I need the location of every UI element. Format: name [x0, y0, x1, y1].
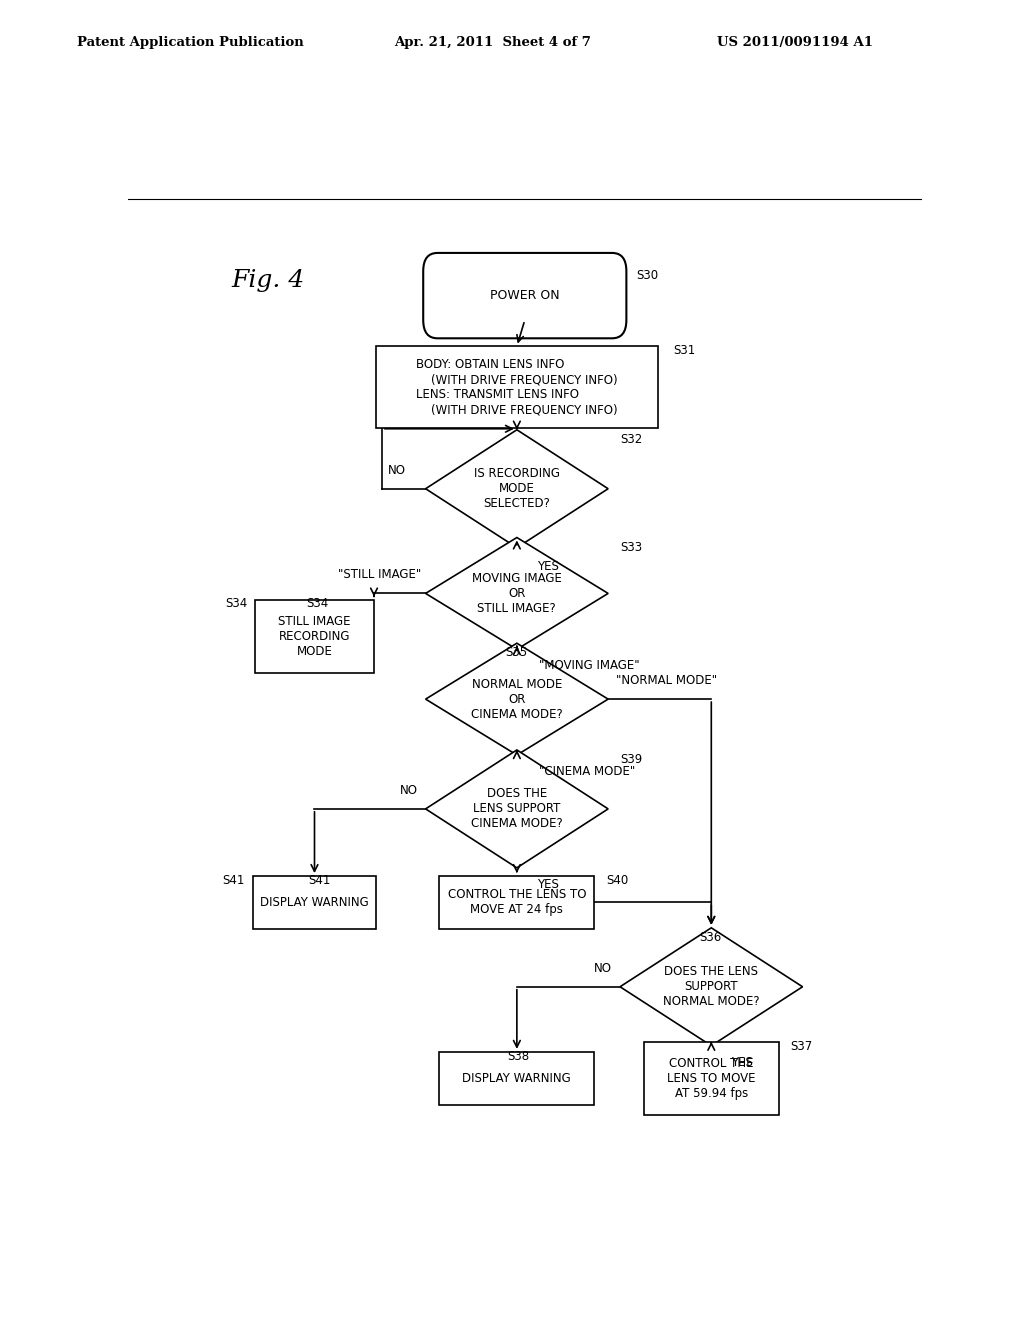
Text: S34: S34 [306, 598, 329, 610]
Text: NO: NO [399, 784, 418, 797]
Text: S35: S35 [505, 647, 527, 659]
Text: S36: S36 [699, 931, 722, 944]
Polygon shape [426, 643, 608, 755]
Bar [439, 1052, 594, 1105]
Text: STILL IMAGE
RECORDING
MODE: STILL IMAGE RECORDING MODE [279, 615, 351, 657]
Text: DISPLAY WARNING: DISPLAY WARNING [463, 1072, 571, 1085]
Text: DISPLAY WARNING: DISPLAY WARNING [260, 896, 369, 909]
Text: S32: S32 [620, 433, 642, 446]
Text: S34: S34 [225, 598, 247, 610]
Text: S38: S38 [507, 1049, 529, 1063]
Text: S39: S39 [620, 752, 642, 766]
Text: YES: YES [537, 878, 558, 891]
Text: "MOVING IMAGE": "MOVING IMAGE" [539, 660, 640, 672]
Text: NORMAL MODE
OR
CINEMA MODE?: NORMAL MODE OR CINEMA MODE? [471, 677, 563, 721]
Text: "STILL IMAGE": "STILL IMAGE" [338, 568, 422, 581]
Text: YES: YES [731, 1056, 753, 1069]
Text: S41: S41 [308, 874, 331, 887]
Text: YES: YES [537, 560, 558, 573]
Text: DOES THE LENS
SUPPORT
NORMAL MODE?: DOES THE LENS SUPPORT NORMAL MODE? [663, 965, 760, 1008]
Bar [644, 1041, 779, 1115]
Text: Patent Application Publication: Patent Application Publication [77, 36, 303, 49]
Text: IS RECORDING
MODE
SELECTED?: IS RECORDING MODE SELECTED? [474, 467, 560, 511]
Text: "CINEMA MODE": "CINEMA MODE" [539, 766, 635, 779]
Text: "NORMAL MODE": "NORMAL MODE" [616, 675, 717, 686]
Text: S37: S37 [791, 1040, 813, 1052]
Polygon shape [620, 928, 803, 1045]
Text: Apr. 21, 2011  Sheet 4 of 7: Apr. 21, 2011 Sheet 4 of 7 [394, 36, 591, 49]
Bar [439, 876, 594, 929]
Text: CONTROL THE LENS TO
MOVE AT 24 fps: CONTROL THE LENS TO MOVE AT 24 fps [447, 888, 586, 916]
Text: Fig. 4: Fig. 4 [231, 269, 304, 292]
Polygon shape [426, 750, 608, 867]
Bar [255, 599, 374, 673]
Text: S41: S41 [222, 874, 245, 887]
Bar [376, 346, 657, 428]
Text: S30: S30 [636, 269, 658, 282]
Text: S40: S40 [606, 874, 629, 887]
FancyBboxPatch shape [423, 253, 627, 338]
Polygon shape [426, 430, 608, 548]
Text: S33: S33 [620, 541, 642, 553]
Text: CONTROL THE
LENS TO MOVE
AT 59.94 fps: CONTROL THE LENS TO MOVE AT 59.94 fps [667, 1057, 756, 1100]
Text: NO: NO [388, 463, 406, 477]
Text: NO: NO [594, 961, 612, 974]
Text: BODY: OBTAIN LENS INFO
    (WITH DRIVE FREQUENCY INFO)
LENS: TRANSMIT LENS INFO
: BODY: OBTAIN LENS INFO (WITH DRIVE FREQU… [416, 358, 617, 416]
Text: DOES THE
LENS SUPPORT
CINEMA MODE?: DOES THE LENS SUPPORT CINEMA MODE? [471, 788, 563, 830]
Text: US 2011/0091194 A1: US 2011/0091194 A1 [717, 36, 872, 49]
Bar [253, 876, 376, 929]
Text: POWER ON: POWER ON [490, 289, 559, 302]
Text: S31: S31 [674, 345, 696, 358]
Polygon shape [426, 537, 608, 649]
Text: MOVING IMAGE
OR
STILL IMAGE?: MOVING IMAGE OR STILL IMAGE? [472, 572, 562, 615]
